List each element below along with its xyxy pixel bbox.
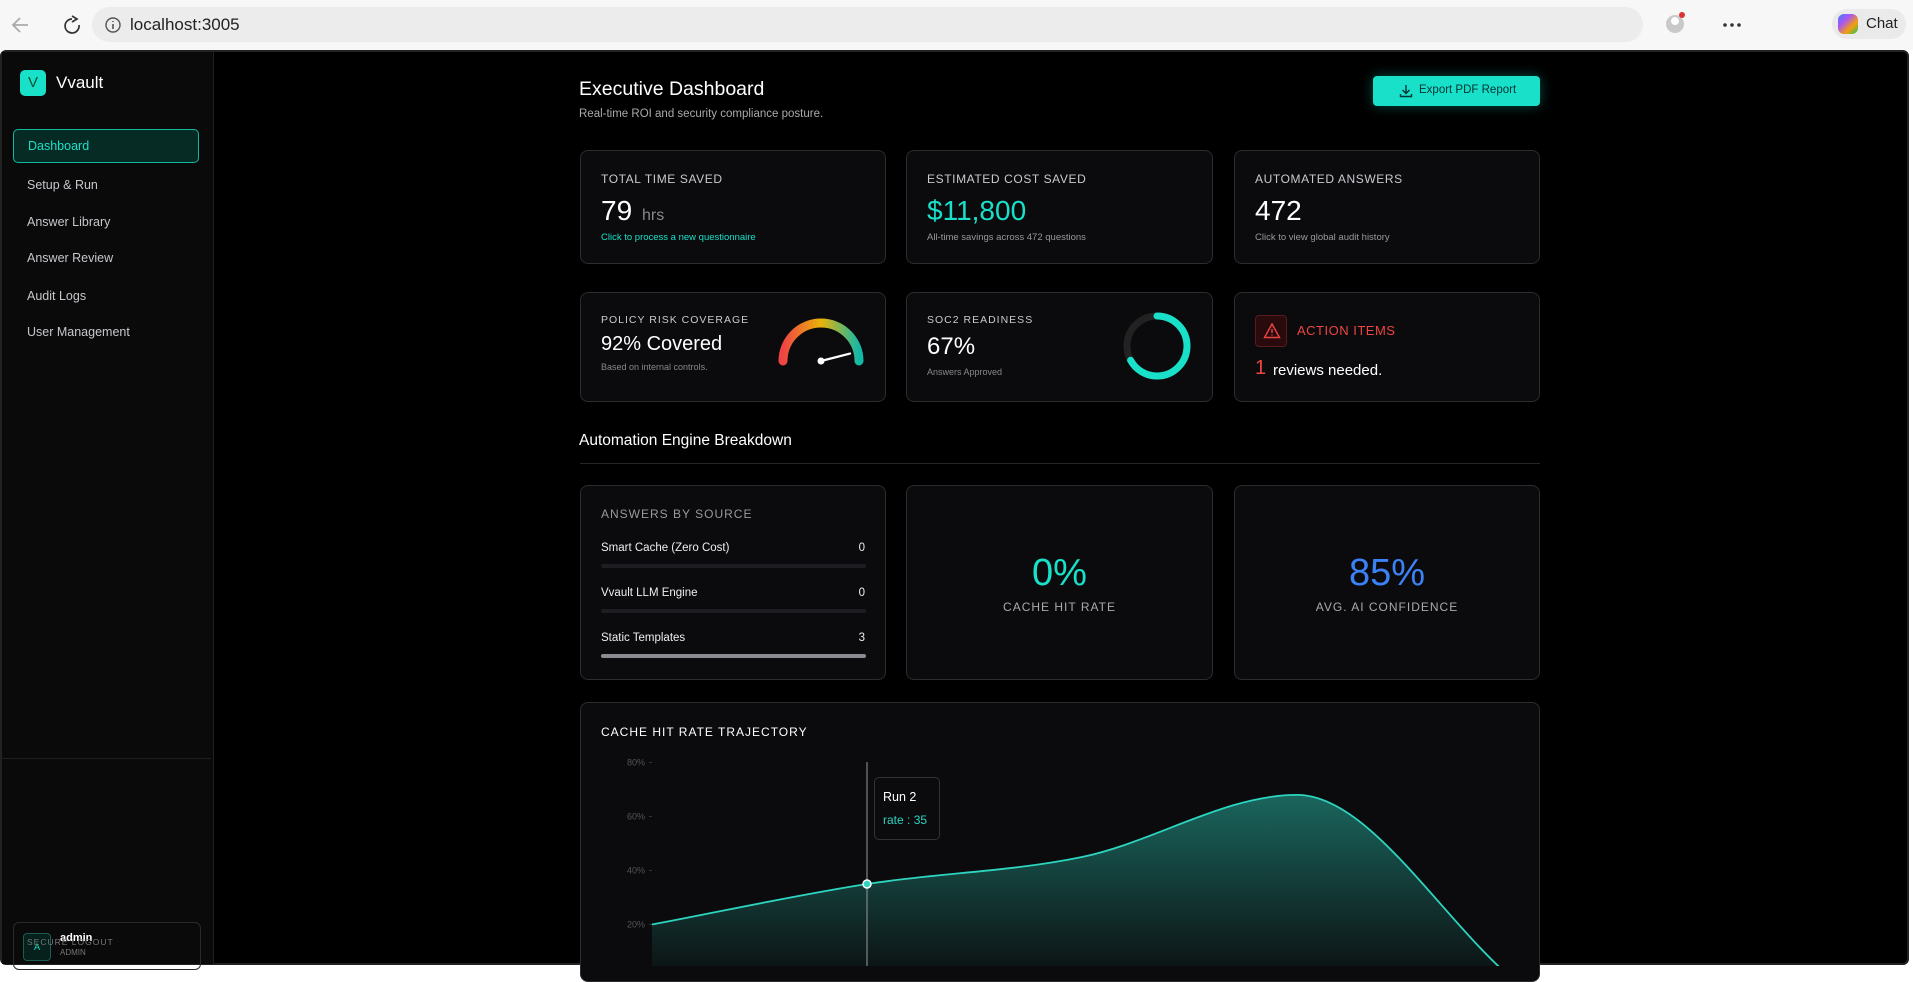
policy-text: 92% Covered (601, 333, 723, 355)
user-name: admin (60, 932, 93, 944)
y-tick-label: 60% (627, 812, 645, 822)
gauge-needle (819, 352, 852, 363)
soc2-card: SOC2 READINESS 67% Answers Approved (906, 292, 1213, 402)
stat-note[interactable]: Click to process a new questionnaire (601, 232, 756, 243)
sidebar-divider (0, 758, 211, 759)
gauge-arc (778, 318, 864, 366)
y-tick-label: 40% (627, 866, 645, 876)
brand: Vvault (56, 73, 104, 92)
area-fill (652, 794, 1499, 966)
avatar: A (23, 933, 51, 961)
cache-value: 0% (1032, 552, 1087, 594)
source-value: 0 (858, 587, 865, 599)
stat-card: ESTIMATED COST SAVED $11,800 All-time sa… (906, 150, 1213, 264)
tooltip-series: rate (883, 813, 904, 827)
soc2-text: 67% (927, 333, 976, 360)
tooltip-value: rate : 35 (883, 813, 928, 827)
stat-value: $11,800 (927, 195, 1027, 226)
policy-label: POLICY RISK COVERAGE (601, 314, 750, 326)
source-value: 0 (858, 542, 865, 554)
stat-note[interactable]: Click to view global audit history (1255, 232, 1390, 243)
policy-note: Based on internal controls. (601, 362, 708, 372)
confidence-label: AVG. AI CONFIDENCE (1315, 600, 1459, 614)
source-track (601, 564, 866, 568)
download-icon (1399, 85, 1413, 98)
info-icon (105, 17, 121, 33)
nav-item[interactable]: Answer Library (27, 215, 111, 229)
sidebar: V Vvault A admin ADMIN SECURE LOGOUT (2, 52, 214, 970)
soc2-label: SOC2 READINESS (927, 314, 1034, 326)
confidence-card: 85% AVG. AI CONFIDENCE (1234, 485, 1540, 680)
nav-item[interactable]: Audit Logs (27, 289, 87, 303)
tooltip: Run 2 rate : 35 (874, 777, 940, 840)
stat-value: 79 (601, 195, 633, 226)
nav-icons (11, 15, 80, 34)
source-name: Vvault LLM Engine (601, 587, 698, 599)
user-role: ADMIN (60, 948, 86, 957)
alert-icon-box (1255, 315, 1287, 347)
gauge-hub (817, 357, 825, 365)
tooltip-number: 35 (913, 813, 928, 827)
logout[interactable]: SECURE LOGOUT (27, 937, 114, 947)
confidence-value: 85% (1348, 552, 1426, 594)
export-button[interactable]: Export PDF Report (1373, 76, 1540, 106)
logo: V (20, 70, 46, 96)
chat-button[interactable]: Chat (1832, 9, 1906, 39)
sources-card: ANSWERS BY SOURCE Smart Cache (Zero Cost… (580, 485, 886, 680)
action-card[interactable]: ACTION ITEMS 1 reviews needed. (1234, 292, 1540, 402)
page-subtitle: Real-time ROI and security compliance po… (579, 108, 824, 120)
nav-item[interactable]: Answer Review (27, 251, 114, 265)
page-title: Executive Dashboard (579, 78, 765, 100)
cache-label: CACHE HIT RATE (1003, 600, 1116, 614)
section-title: Automation Engine Breakdown (579, 432, 792, 449)
y-tick-label: 20% (627, 920, 645, 930)
y-tick-label: 80% (627, 758, 645, 768)
donut (1123, 312, 1191, 380)
chart-card: CACHE HIT RATE TRAJECTORY 20% 40% 60% 80% R… (580, 702, 1540, 982)
source-name: Smart Cache (Zero Cost) (601, 542, 730, 554)
stat-label: AUTOMATED ANSWERS (1255, 172, 1403, 186)
stat-value: 472 (1255, 195, 1302, 226)
stat-unit: hrs (642, 207, 665, 224)
line (651, 793, 1500, 966)
toolbar-icons (1666, 12, 1741, 33)
action-label: ACTION ITEMS (1297, 323, 1396, 338)
source-track (601, 609, 866, 613)
browser-bar: localhost:3005 Chat (0, 0, 1913, 50)
donut-value (1123, 312, 1191, 380)
chart-title: CACHE HIT RATE TRAJECTORY (601, 725, 808, 739)
hover-point (862, 879, 872, 889)
tooltip-title: Run 2 (883, 790, 917, 804)
sources-label: ANSWERS BY SOURCE (601, 507, 753, 521)
alert-icon (1263, 322, 1281, 339)
chart: 20% 40% 60% 80% (627, 758, 1500, 966)
address-bar[interactable]: localhost:3005 (92, 7, 1643, 42)
stat-card[interactable]: AUTOMATED ANSWERS 472 Click to view glob… (1234, 150, 1540, 264)
source-name: Static Templates (601, 632, 686, 644)
soc2-note: Answers Approved (927, 367, 1003, 377)
nav-item[interactable]: User Management (27, 325, 130, 339)
export-label: Export PDF Report (1419, 84, 1517, 96)
action-count: 1 (1255, 357, 1267, 379)
source-value: 3 (858, 632, 865, 644)
stat-card[interactable]: TOTAL TIME SAVED 79 hrs Click to process… (580, 150, 886, 264)
stat-note: All-time savings across 472 questions (927, 232, 1086, 243)
stat-label: ESTIMATED COST SAVED (927, 172, 1087, 186)
cache-card: 0% CACHE HIT RATE (906, 485, 1213, 680)
url: localhost:3005 (130, 15, 240, 34)
action-text: reviews needed. (1273, 362, 1383, 379)
chat-label: Chat (1866, 15, 1898, 32)
stat-label: TOTAL TIME SAVED (601, 172, 723, 186)
section-divider (580, 463, 1540, 464)
nav-item[interactable]: Setup & Run (27, 178, 98, 192)
gauge (778, 318, 864, 366)
policy-card: POLICY RISK COVERAGE 92% Covered Based o… (580, 292, 886, 402)
source-bar (601, 654, 866, 658)
nav-item[interactable]: Dashboard (13, 129, 199, 163)
